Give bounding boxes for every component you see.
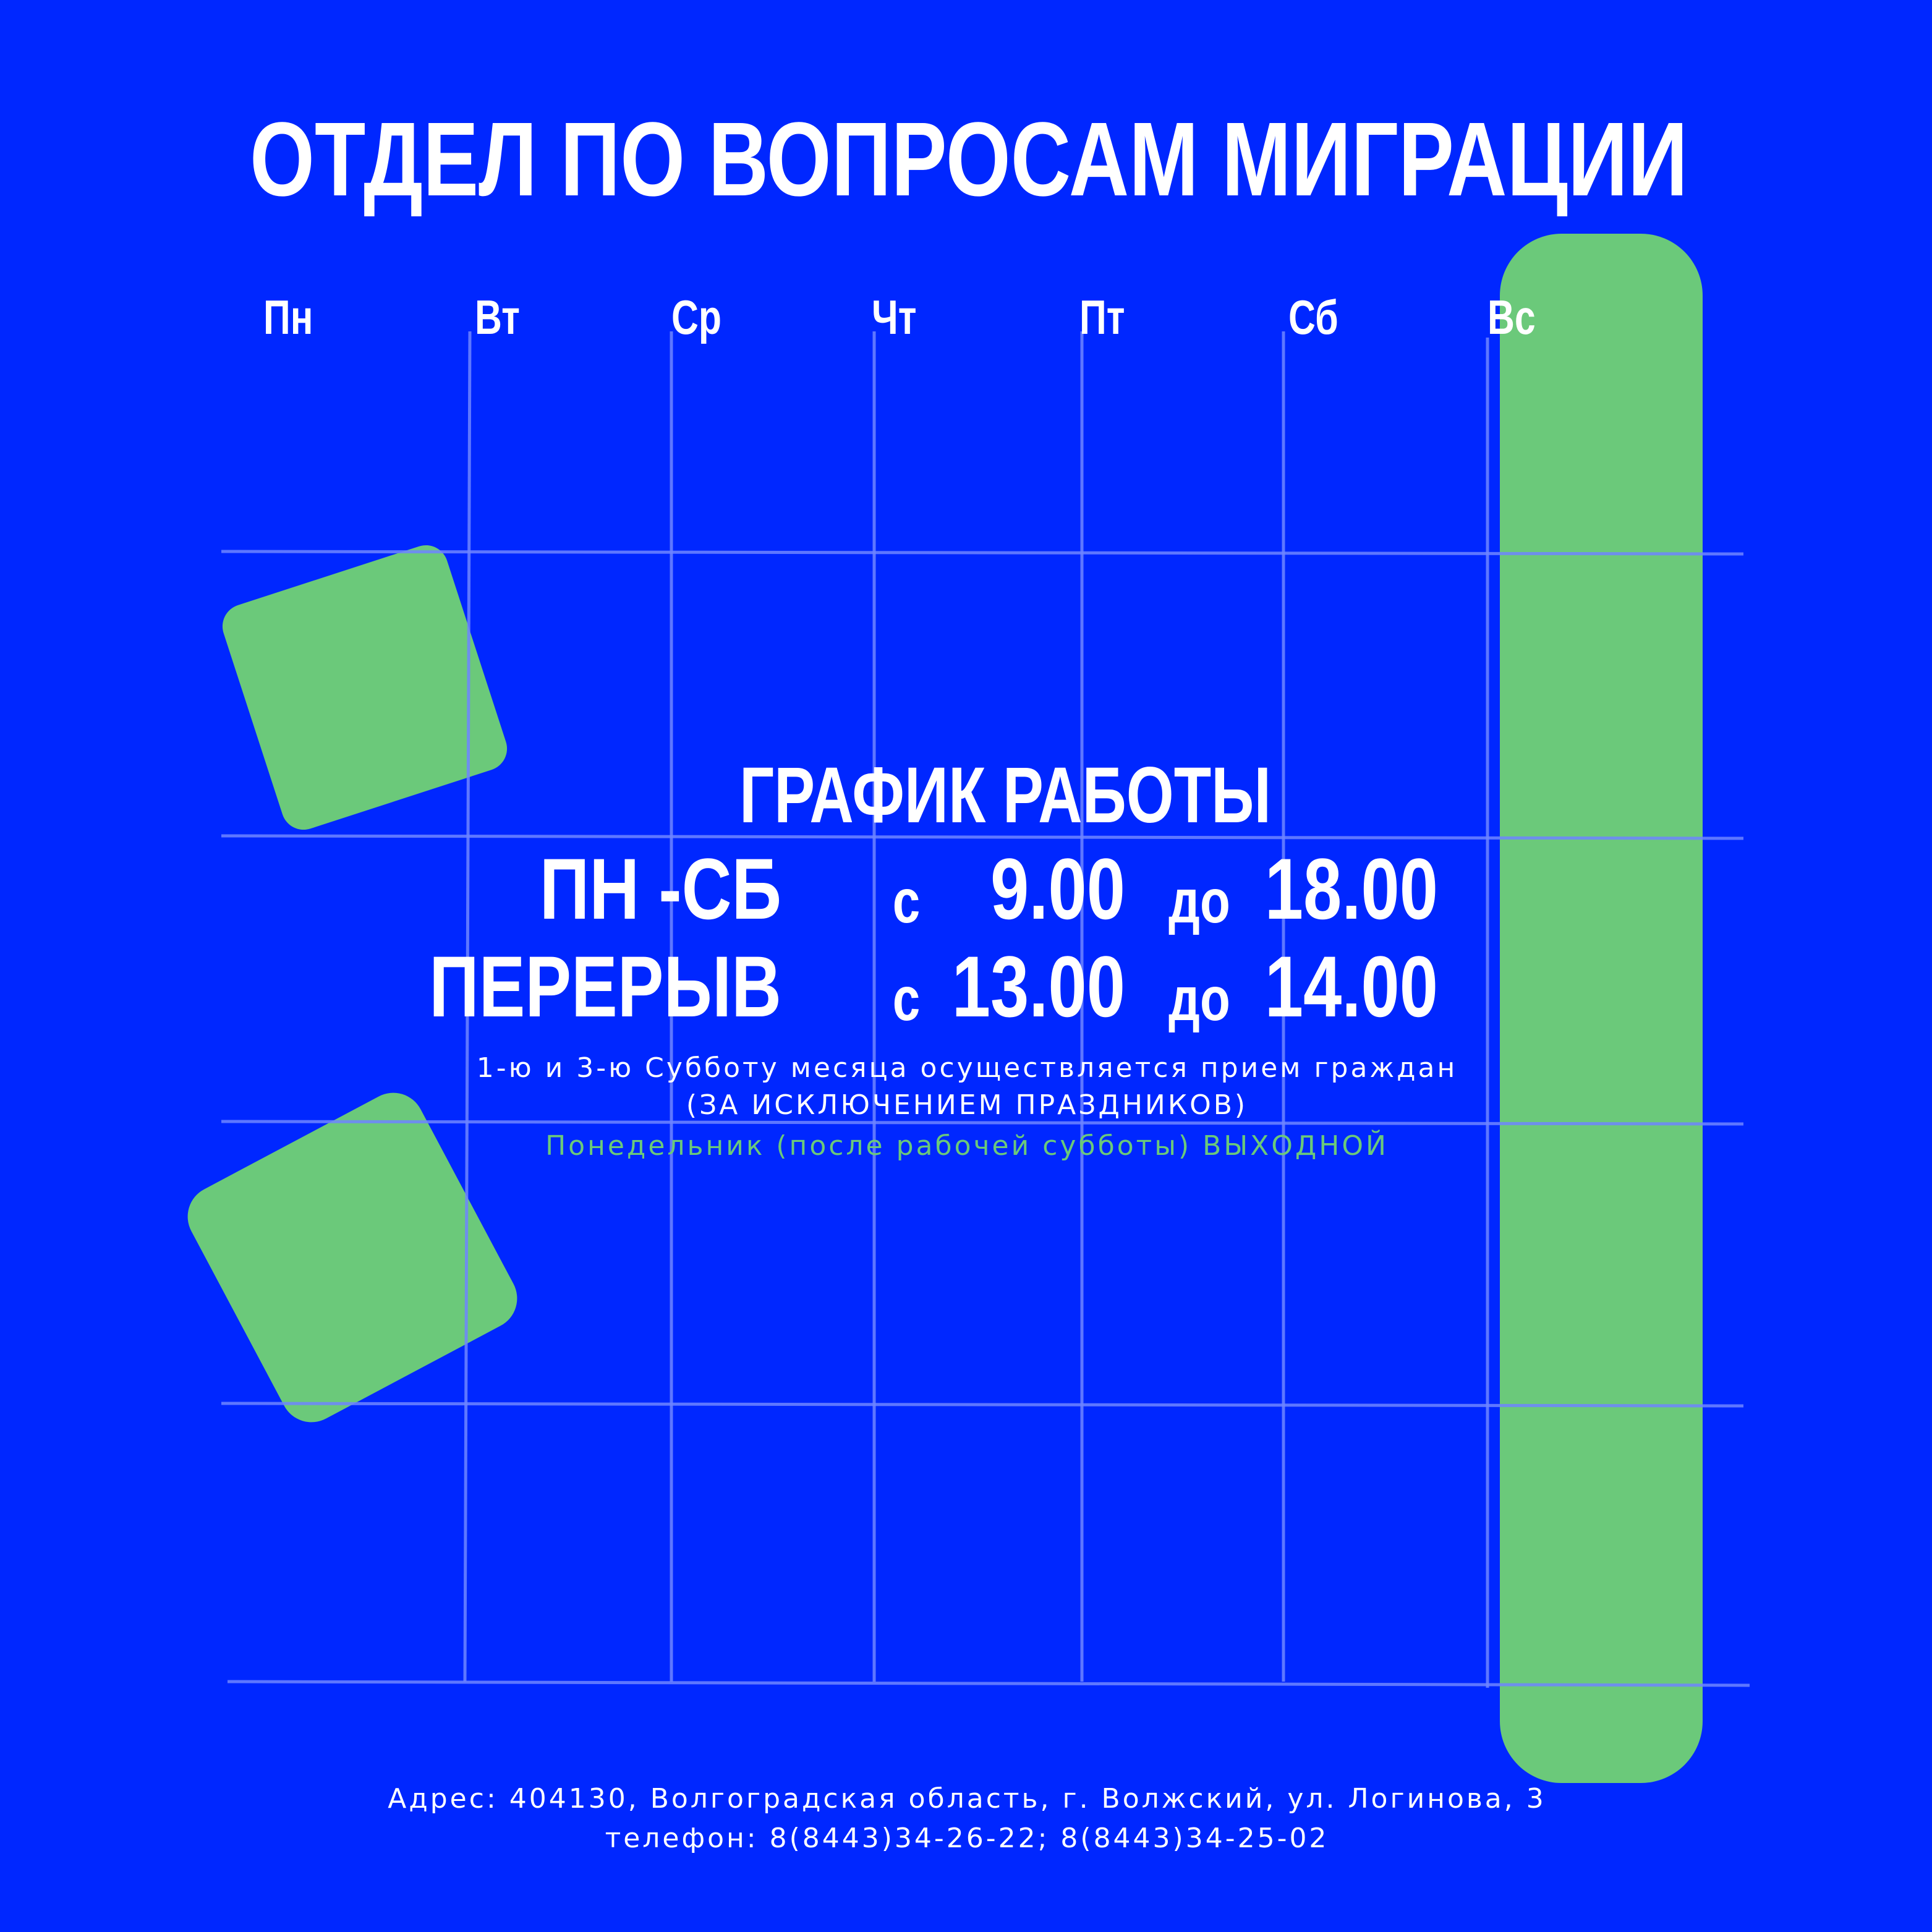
schedule-cell: 9.00: [990, 840, 1125, 937]
schedule-cell: 14.00: [1265, 938, 1438, 1035]
address: Адрес: 404130, Волгоградская область, г.…: [388, 1783, 1546, 1815]
schedule-cell: с: [893, 965, 920, 1034]
grid: [221, 331, 1750, 1688]
schedule-cell: ПЕРЕРЫВ: [429, 938, 781, 1035]
days: Пн Вт Ср Чт Пт Сб Вс: [263, 291, 1536, 344]
decor-square: [187, 1092, 517, 1423]
day-label: Пт: [1079, 291, 1125, 344]
grid-line: [221, 550, 1744, 556]
decor-square: [222, 545, 508, 830]
note: Понедельник (после рабочей субботы) ВЫХО…: [545, 1129, 1389, 1162]
day-label: Пн: [263, 291, 313, 344]
note: 1-ю и 3-ю Субботу месяца осуществляется …: [477, 1052, 1458, 1084]
day-label: Вс: [1487, 291, 1536, 344]
schedule-cell: до: [1168, 867, 1230, 937]
sunday-bar: [1500, 234, 1703, 1783]
phone: телефон: 8(8443)34-26-22; 8(8443)34-25-0…: [605, 1823, 1329, 1854]
grid-line: [221, 1402, 1744, 1408]
schedule-cell: 18.00: [1265, 840, 1438, 937]
schedule-cell: до: [1168, 965, 1230, 1034]
day-label: Чт: [872, 291, 917, 344]
schedule-rows: ПН -СБ с 9.00 до 18.00 ПЕРЕРЫВ с 13.00 до 14.00: [429, 840, 1438, 1035]
day-label: Ср: [671, 291, 721, 344]
schedule-cell: ПН -СБ: [540, 840, 781, 937]
grid-line: [221, 834, 1744, 840]
grid-line: [227, 1680, 1750, 1687]
day-label: Вт: [475, 291, 520, 344]
note: (ЗА ИСКЛЮЧЕНИЕМ ПРАЗДНИКОВ): [686, 1089, 1248, 1121]
day-label: Сб: [1288, 291, 1338, 344]
title: ОТДЕЛ ПО ВОПРОСАМ МИГРАЦИИ: [250, 101, 1688, 218]
schedule-heading: ГРАФИК РАБОТЫ: [739, 751, 1271, 840]
schedule-cell: с: [893, 867, 920, 937]
schedule-cell: 13.00: [952, 938, 1125, 1035]
grid-line: [463, 331, 472, 1682]
grid-line: [221, 1120, 1744, 1126]
